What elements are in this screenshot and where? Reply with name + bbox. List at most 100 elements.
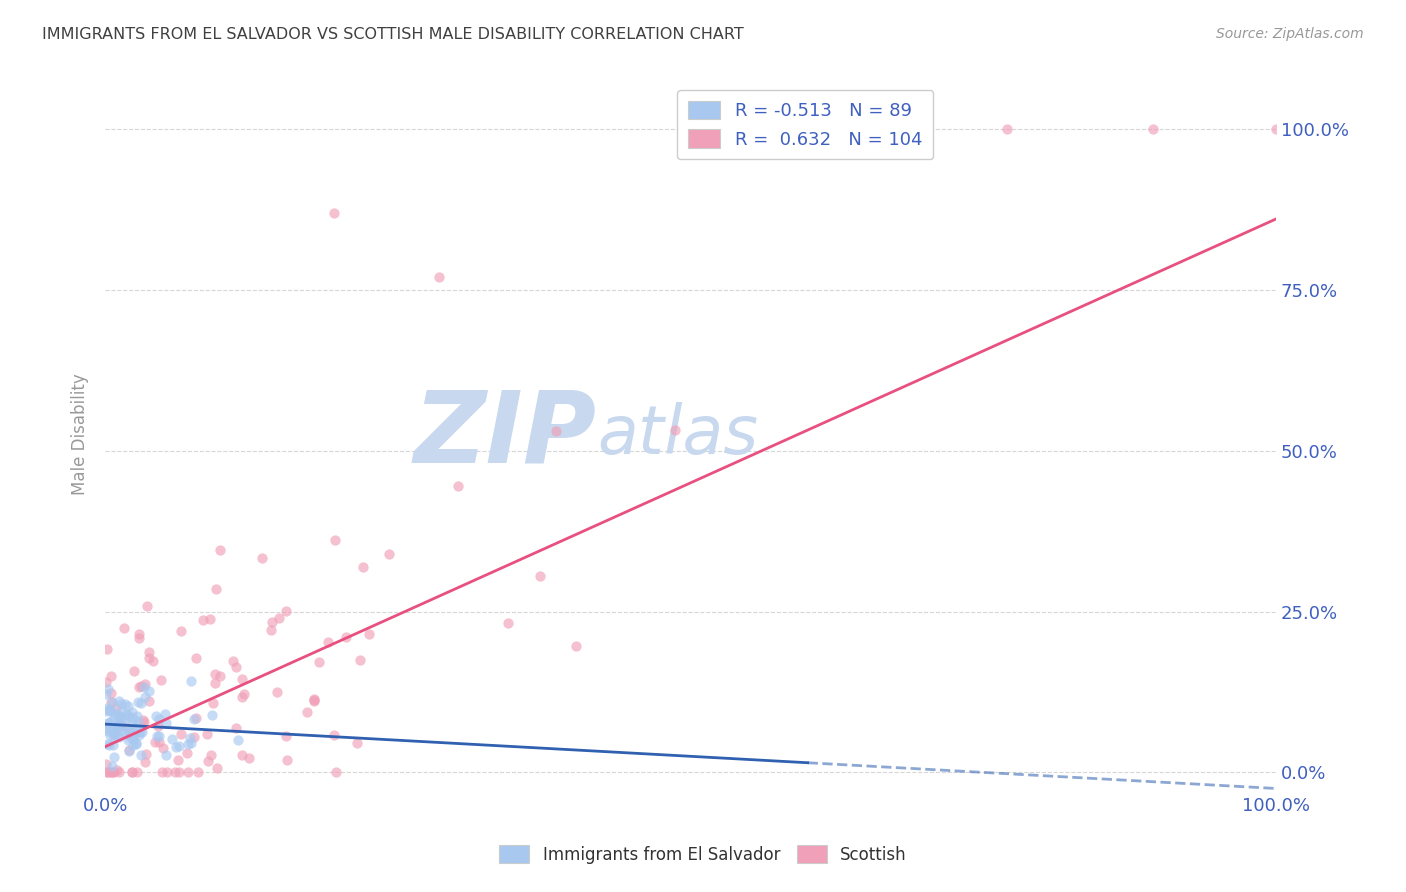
Point bbox=[122, 664, 145, 678]
Point bbox=[162, 731, 184, 746]
Point bbox=[94, 719, 117, 733]
Point bbox=[165, 764, 187, 779]
Point bbox=[346, 736, 368, 750]
Point bbox=[191, 614, 214, 628]
Point bbox=[108, 730, 131, 744]
Point bbox=[266, 685, 288, 699]
Point bbox=[544, 425, 567, 439]
Point bbox=[96, 765, 118, 780]
Point bbox=[325, 765, 347, 780]
Point bbox=[96, 722, 118, 736]
Point bbox=[260, 615, 283, 629]
Point bbox=[148, 729, 170, 743]
Point bbox=[100, 704, 122, 718]
Point bbox=[209, 669, 232, 683]
Point bbox=[108, 714, 131, 729]
Point bbox=[226, 733, 249, 747]
Point bbox=[153, 706, 176, 721]
Point bbox=[231, 690, 253, 704]
Point bbox=[97, 723, 120, 738]
Point bbox=[103, 709, 125, 723]
Point bbox=[176, 746, 198, 760]
Point bbox=[129, 725, 152, 739]
Point bbox=[198, 612, 221, 626]
Point bbox=[304, 692, 326, 706]
Point bbox=[170, 624, 193, 639]
Point bbox=[100, 686, 122, 700]
Point bbox=[131, 696, 153, 710]
Point bbox=[143, 734, 166, 748]
Point bbox=[127, 708, 149, 723]
Point bbox=[180, 674, 202, 689]
Point bbox=[112, 725, 135, 739]
Point bbox=[179, 731, 201, 745]
Point bbox=[104, 723, 127, 737]
Point bbox=[110, 704, 132, 718]
Point bbox=[114, 713, 136, 727]
Point bbox=[197, 754, 219, 768]
Point bbox=[127, 695, 149, 709]
Point bbox=[107, 726, 129, 740]
Point bbox=[322, 728, 344, 742]
Point bbox=[134, 677, 156, 691]
Point bbox=[201, 708, 224, 723]
Point bbox=[125, 737, 148, 751]
Point bbox=[134, 690, 156, 705]
Point bbox=[325, 533, 347, 548]
Point bbox=[105, 706, 128, 721]
Point bbox=[101, 722, 124, 736]
Point bbox=[129, 747, 152, 762]
Point bbox=[100, 765, 122, 780]
Point bbox=[318, 635, 340, 649]
Point bbox=[233, 688, 256, 702]
Point bbox=[108, 765, 131, 780]
Point bbox=[125, 736, 148, 750]
Point bbox=[195, 727, 218, 741]
Point bbox=[208, 543, 231, 558]
Point bbox=[269, 610, 291, 624]
Point bbox=[274, 604, 297, 618]
Point bbox=[177, 737, 200, 751]
Point bbox=[96, 701, 118, 715]
Point bbox=[108, 718, 131, 732]
Point bbox=[496, 615, 519, 630]
Point bbox=[104, 721, 127, 735]
Point bbox=[97, 681, 120, 696]
Point bbox=[117, 710, 139, 724]
Point bbox=[94, 756, 117, 771]
Point bbox=[276, 729, 298, 743]
Point bbox=[260, 623, 283, 637]
Point bbox=[94, 704, 117, 718]
Point bbox=[138, 683, 160, 698]
Point bbox=[122, 728, 145, 742]
Point bbox=[121, 765, 143, 780]
Point bbox=[110, 697, 132, 711]
Point bbox=[995, 122, 1018, 136]
Point bbox=[138, 651, 160, 665]
Point bbox=[202, 696, 225, 710]
Point bbox=[121, 765, 143, 780]
Y-axis label: Male Disability: Male Disability bbox=[72, 374, 89, 495]
Point bbox=[349, 653, 371, 667]
Point bbox=[295, 706, 318, 720]
Point bbox=[186, 711, 208, 725]
Point bbox=[205, 582, 228, 596]
Point bbox=[128, 627, 150, 641]
Text: ZIP: ZIP bbox=[413, 386, 598, 483]
Point bbox=[145, 708, 167, 723]
Point bbox=[148, 735, 170, 749]
Point bbox=[101, 759, 124, 773]
Point bbox=[136, 599, 159, 613]
Point bbox=[167, 765, 190, 780]
Point bbox=[105, 701, 128, 715]
Point bbox=[125, 720, 148, 734]
Point bbox=[231, 747, 253, 762]
Point bbox=[200, 748, 222, 763]
Point bbox=[427, 269, 450, 284]
Point bbox=[110, 717, 132, 731]
Point bbox=[231, 672, 253, 686]
Point bbox=[378, 547, 401, 561]
Point bbox=[134, 755, 156, 769]
Point bbox=[94, 687, 117, 701]
Point bbox=[446, 478, 468, 492]
